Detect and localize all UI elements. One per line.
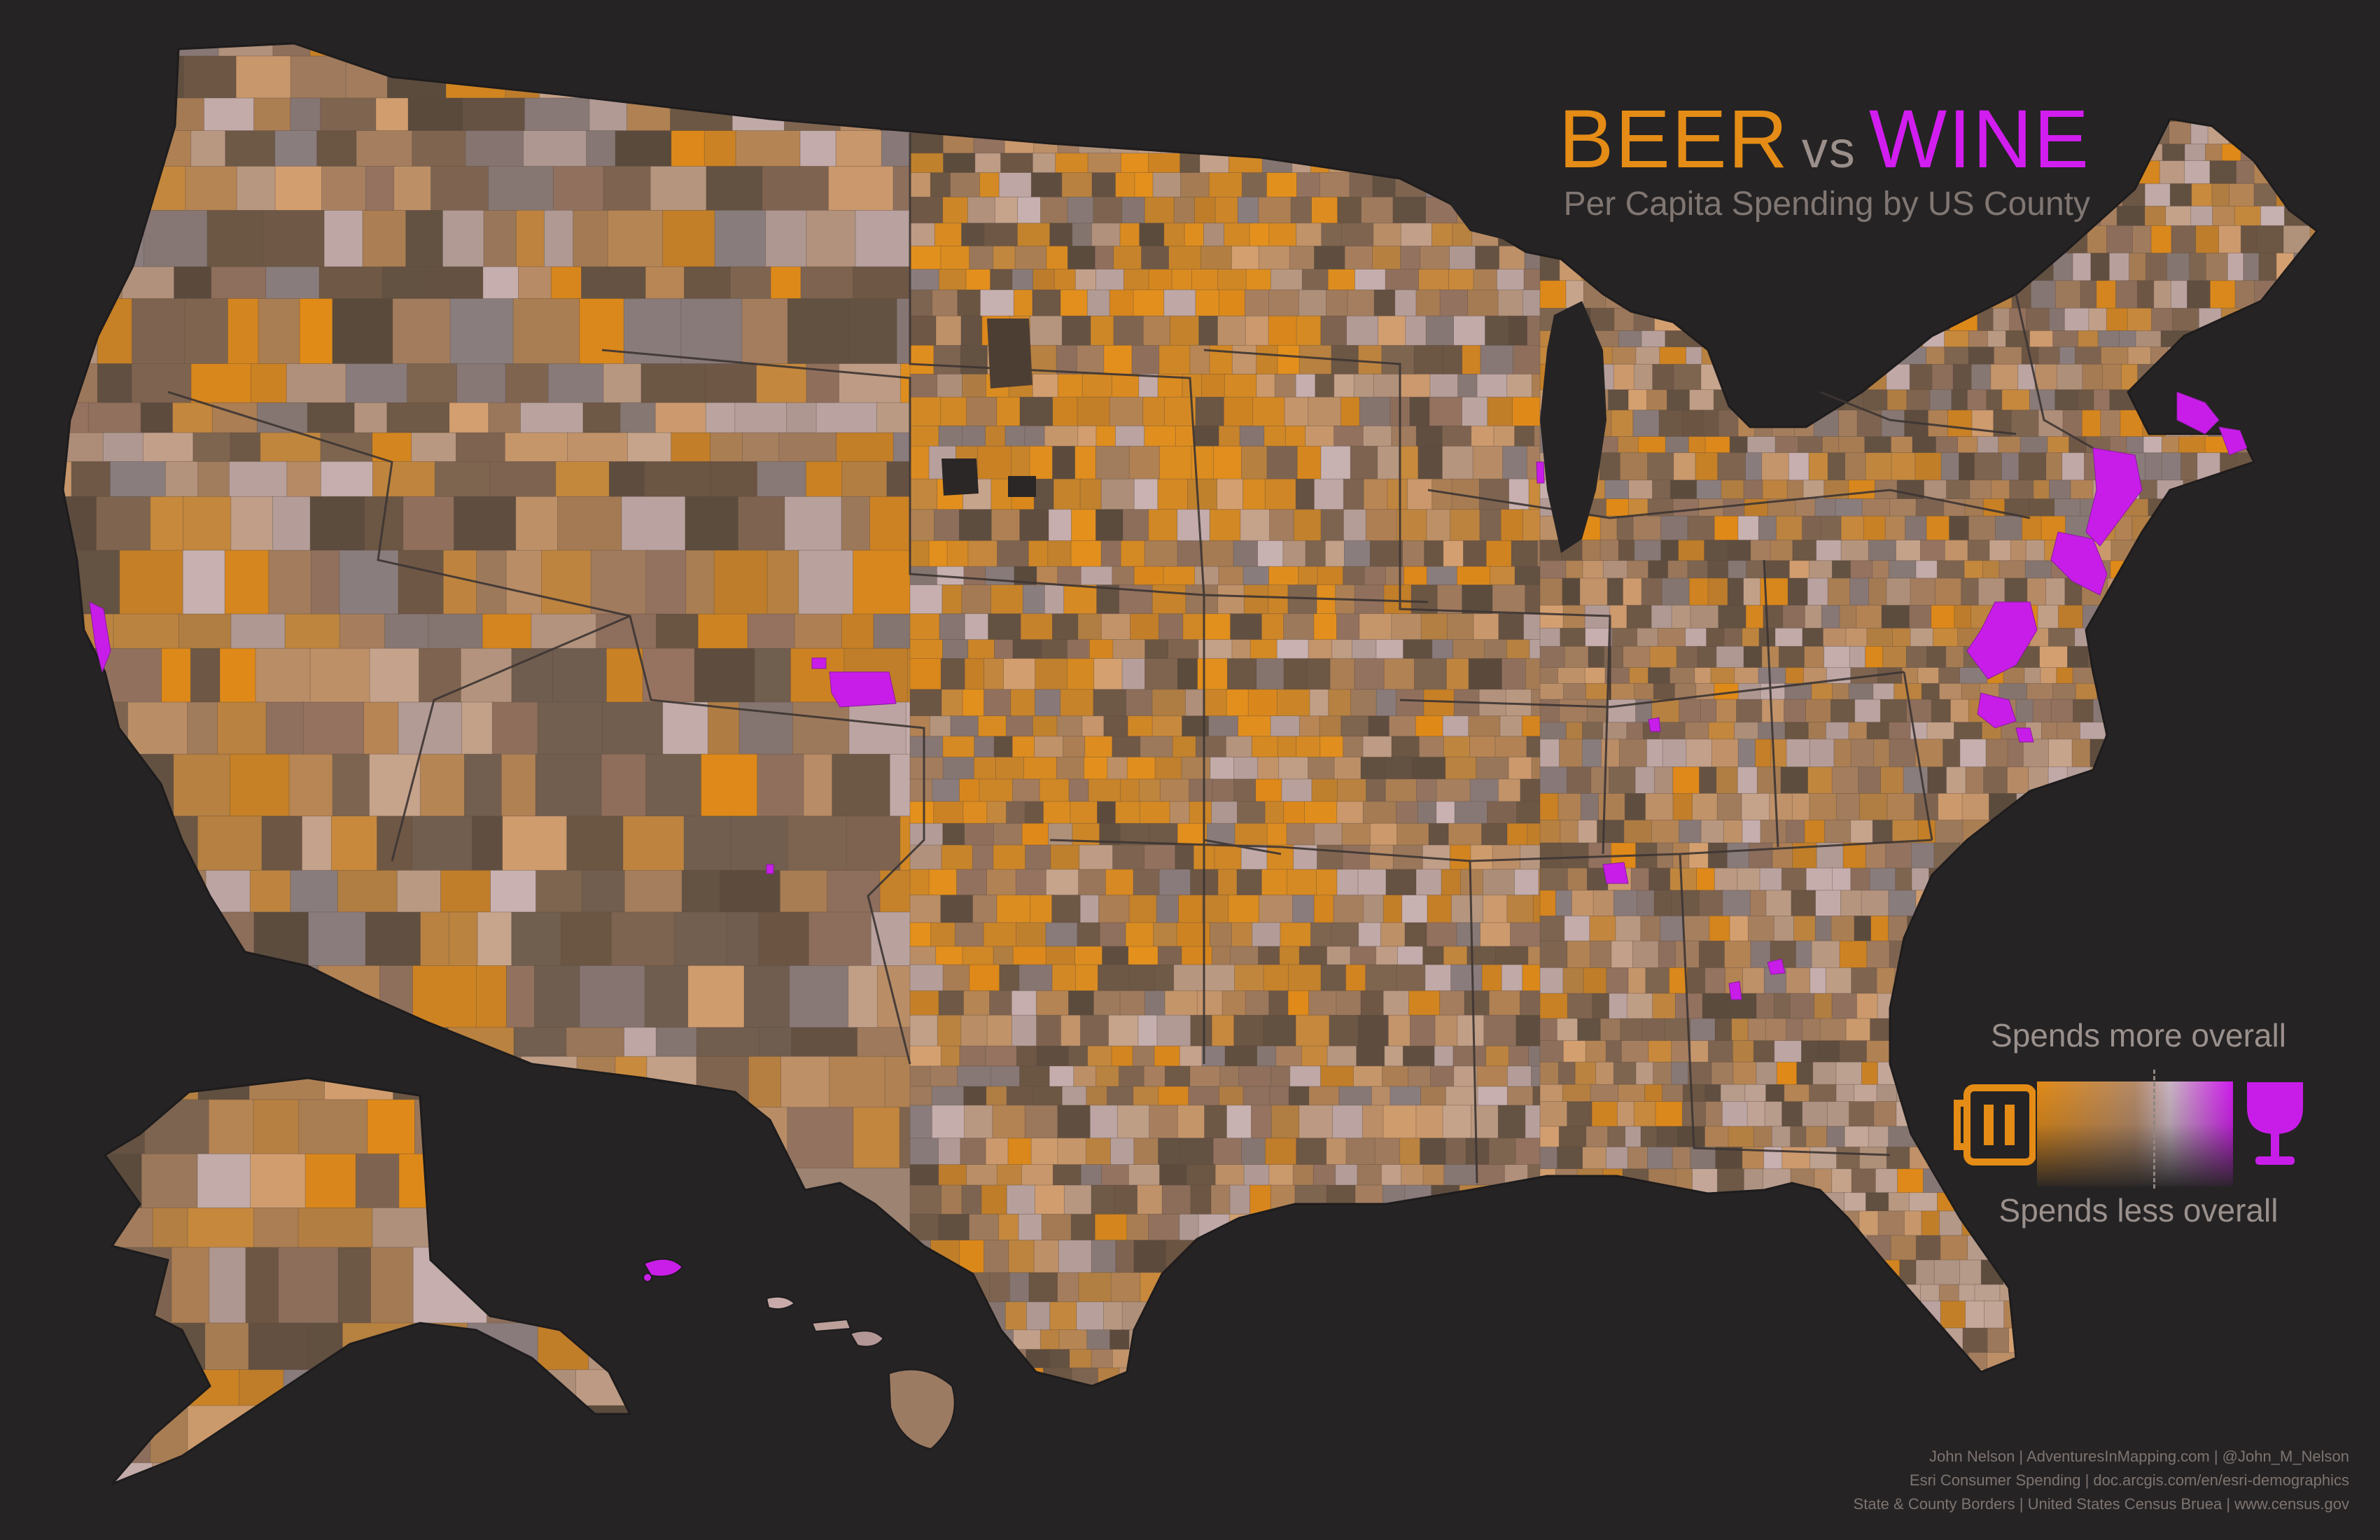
- credits: John Nelson | AdventuresInMapping.com | …: [1854, 1445, 2349, 1516]
- wine-glass-icon: [2247, 1082, 2303, 1165]
- legend-gradient: [2037, 1082, 2233, 1186]
- title-wine: WINE: [1868, 93, 2090, 186]
- legend-less-label: Spends less overall: [1998, 1192, 2278, 1228]
- title-beer: BEER: [1558, 93, 1789, 186]
- legend-divider: [2153, 1070, 2155, 1189]
- wine-hotspots: [89, 391, 2248, 1000]
- county-mosaic-alaska: [105, 1078, 630, 1484]
- credit-author: John Nelson | AdventuresInMapping.com | …: [1929, 1448, 2349, 1465]
- state-borders: [167, 133, 2094, 1184]
- hawaii-islands: [643, 1258, 955, 1450]
- dark-counties: [941, 318, 1036, 497]
- title-heading: BEER vs WINE: [1559, 98, 2090, 181]
- legend-more-label: Spends more overall: [1991, 1017, 2286, 1054]
- alaska-outline: [103, 1077, 632, 1485]
- title-vs: vs: [1801, 120, 1856, 178]
- lake-michigan: [1449, 203, 1606, 553]
- map-subtitle: Per Capita Spending by US County: [1563, 186, 2090, 223]
- color-legend: Spends more overall Spends less overall: [1953, 1008, 2324, 1228]
- credit-data-source: Esri Consumer Spending | doc.arcgis.com/…: [1909, 1471, 2349, 1489]
- credit-borders-source: State & County Borders | United States C…: [1853, 1495, 2349, 1513]
- us-outline: [62, 42, 2319, 1387]
- beer-mug-icon: [1954, 1084, 2036, 1166]
- map-title: BEER vs WINE Per Capita Spending by US Cou…: [1559, 98, 2090, 223]
